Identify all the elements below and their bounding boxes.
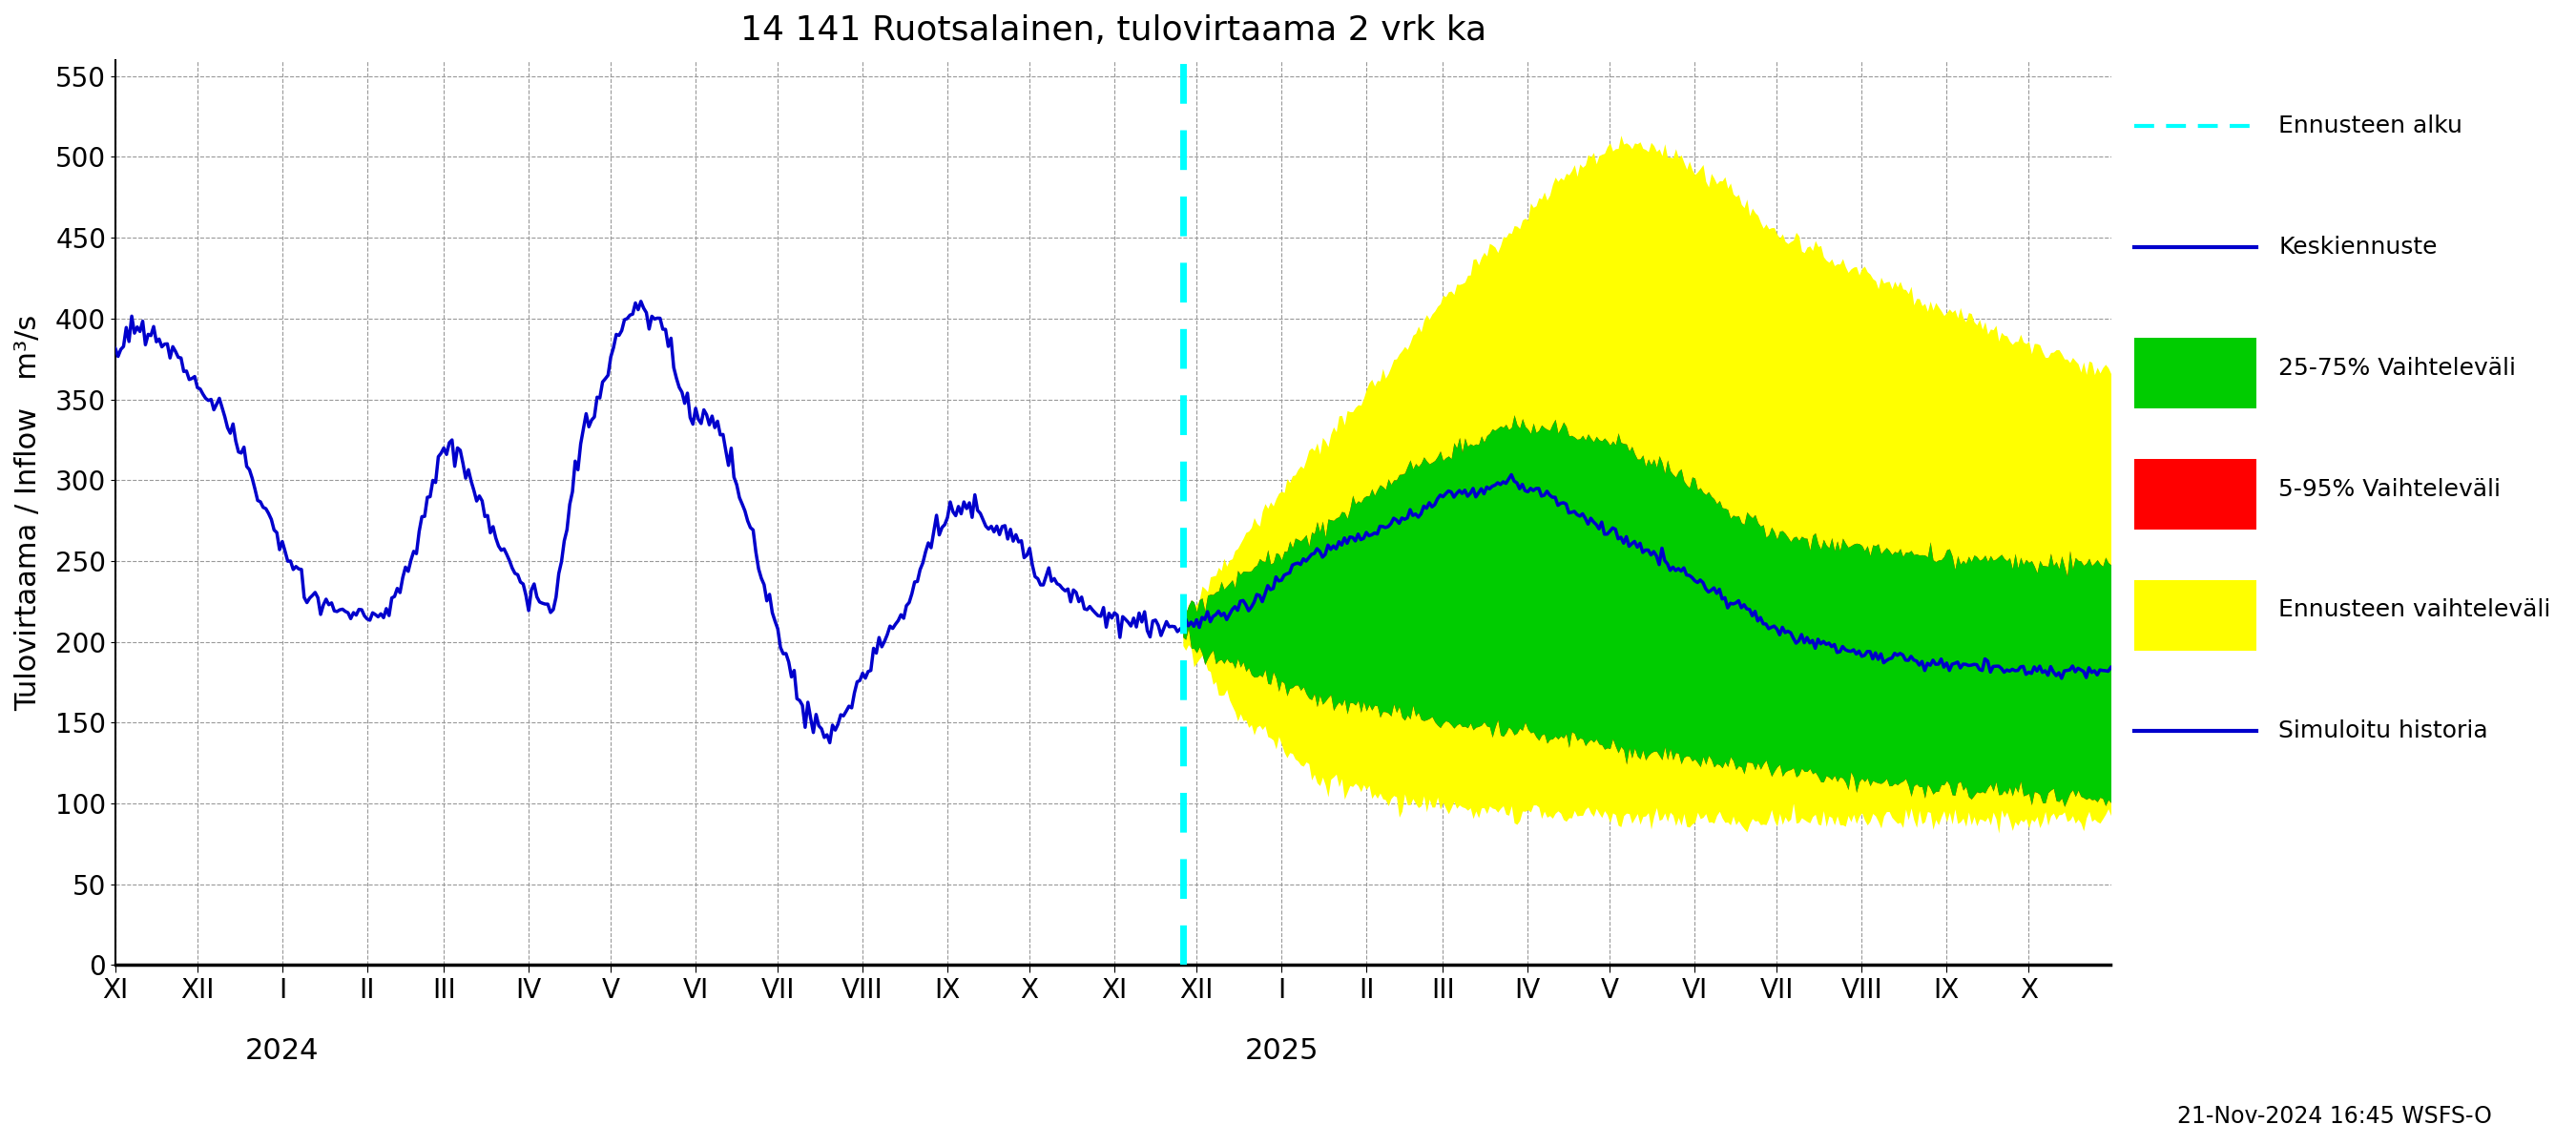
- Text: Ennusteen vaihteleväli: Ennusteen vaihteleväli: [2277, 599, 2550, 622]
- Text: 2025: 2025: [1244, 1036, 1319, 1065]
- Bar: [2133, 459, 2257, 529]
- Text: 25-75% Vaihteleväli: 25-75% Vaihteleväli: [2277, 357, 2517, 380]
- Y-axis label: Tulovirtaama / Inflow   m³/s: Tulovirtaama / Inflow m³/s: [15, 315, 41, 711]
- Text: Ennusteen alku: Ennusteen alku: [2277, 114, 2463, 137]
- Text: 2024: 2024: [245, 1036, 319, 1065]
- Text: 21-Nov-2024 16:45 WSFS-O: 21-Nov-2024 16:45 WSFS-O: [2177, 1105, 2491, 1128]
- Title: 14 141 Ruotsalainen, tulovirtaama 2 vrk ka: 14 141 Ruotsalainen, tulovirtaama 2 vrk …: [739, 14, 1486, 47]
- Bar: [2133, 338, 2257, 409]
- Text: Keskiennuste: Keskiennuste: [2277, 236, 2437, 259]
- Bar: [2133, 579, 2257, 650]
- Text: 5-95% Vaihteleväli: 5-95% Vaihteleväli: [2277, 477, 2501, 500]
- Text: Simuloitu historia: Simuloitu historia: [2277, 719, 2488, 742]
